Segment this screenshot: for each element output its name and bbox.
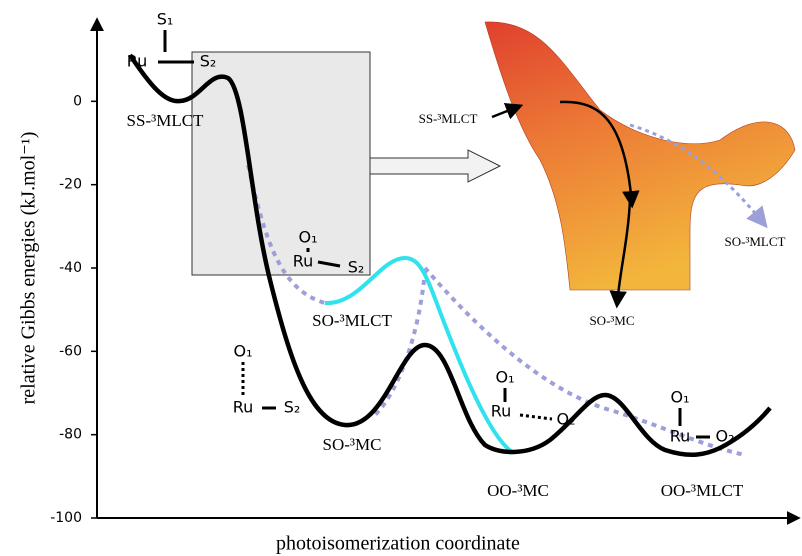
- chart: photoisomerization coordinate relative G…: [0, 0, 802, 556]
- atom-label: S₂: [348, 258, 365, 277]
- y-tick-label: -100: [50, 510, 82, 526]
- atom-label: O₂: [715, 427, 734, 446]
- atom-label: Ru: [293, 252, 314, 271]
- energy-surface: [485, 22, 795, 290]
- atom-label: O₁: [495, 368, 514, 387]
- atom-label: Ru: [491, 402, 512, 421]
- atom-label: S₂: [200, 52, 217, 71]
- atom-label: O₁: [233, 342, 252, 361]
- y-tick-label: -60: [59, 343, 82, 359]
- state-label: OO-³MC: [487, 481, 549, 500]
- y-tick-label: -20: [59, 177, 82, 193]
- y-axis-label: relative Gibbs energies (kJ.mol⁻¹): [18, 132, 40, 405]
- atom-label: Ru: [233, 398, 254, 417]
- zoom-box: [192, 52, 370, 275]
- state-label: SS-³MLCT: [419, 111, 478, 126]
- atom-label: O₁: [670, 388, 689, 407]
- atom-label: S₂: [284, 398, 301, 417]
- x-axis-label: photoisomerization coordinate: [276, 533, 520, 555]
- y-tick-label: 0: [73, 93, 82, 109]
- atom-label: Ru: [127, 52, 148, 71]
- dotted-path: [375, 270, 425, 415]
- state-label: OO-³MLCT: [661, 481, 744, 500]
- atom-label: O₁: [298, 228, 317, 247]
- state-label: SO-³MLCT: [312, 311, 392, 330]
- state-label: SO-³MC: [323, 435, 382, 454]
- state-label: SO-³MLCT: [725, 234, 786, 249]
- atom-label: S₁: [157, 10, 174, 29]
- state-label: SS-³MLCT: [127, 111, 205, 130]
- atom-label: Ru: [670, 427, 691, 446]
- y-tick-label: -40: [59, 260, 82, 276]
- zoom-arrow: [370, 150, 500, 182]
- state-label: SO-³MC: [589, 313, 634, 328]
- atom-label: O₂: [556, 410, 575, 429]
- y-tick-label: -80: [59, 427, 82, 443]
